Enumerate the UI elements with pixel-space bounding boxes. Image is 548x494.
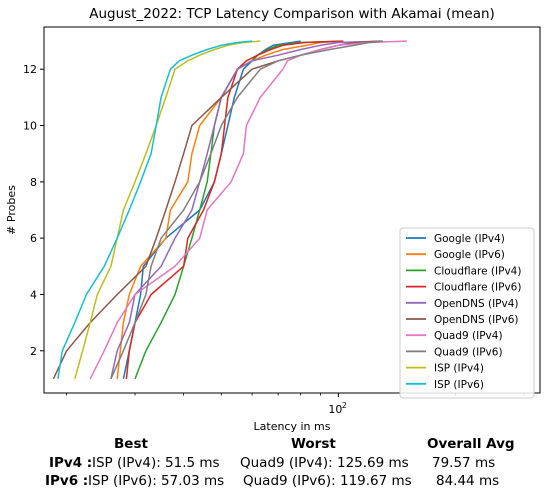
- avg-header: Overall Avg: [427, 436, 515, 452]
- ipv6-avg: 84.44 ms: [436, 473, 500, 489]
- legend-label-2: Cloudflare (IPv4): [434, 265, 521, 277]
- summary-table: Best Worst Overall Avg IPv4 : ISP (IPv4)…: [0, 432, 548, 494]
- legend-box: [399, 227, 535, 399]
- series-line-3: [125, 40, 344, 379]
- legend-label-6: Quad9 (IPv4): [434, 330, 503, 342]
- ipv6-row-label: IPv6 :: [45, 473, 89, 489]
- latency-chart: August_2022: TCP Latency Comparison with…: [5, 6, 541, 432]
- y-tick-label: 8: [30, 176, 37, 189]
- y-tick-label: 2: [30, 345, 37, 358]
- worst-header: Worst: [291, 436, 336, 452]
- legend-label-9: ISP (IPv6): [434, 379, 484, 391]
- ipv4-row-label: IPv4 :: [49, 455, 93, 471]
- series-line-1: [116, 40, 339, 379]
- series-line-7: [110, 40, 383, 380]
- ipv6-worst: Quad9 (IPv6): 119.67 ms: [243, 473, 412, 489]
- best-header: Best: [114, 436, 148, 452]
- chart-title: August_2022: TCP Latency Comparison with…: [89, 6, 495, 22]
- x-tick-label: 10: [328, 403, 342, 416]
- ipv6-best: ISP (IPv6): 57.03 ms: [88, 473, 225, 489]
- y-tick-label: 4: [30, 288, 37, 301]
- axes: [43, 26, 541, 394]
- y-tick-label: 10: [23, 120, 37, 133]
- series-line-4: [110, 40, 383, 380]
- x-axis-label: Latency in ms: [254, 420, 331, 432]
- legend-label-7: Quad9 (IPv6): [434, 346, 503, 358]
- legend-label-8: ISP (IPv4): [434, 363, 484, 375]
- legend-label-3: Cloudflare (IPv6): [434, 282, 521, 294]
- y-tick-label: 12: [23, 63, 37, 76]
- x-tick-label-exponent: 2: [342, 401, 347, 410]
- y-tick-label: 6: [30, 232, 37, 245]
- legend-label-5: OpenDNS (IPv6): [434, 314, 519, 326]
- ipv4-worst: Quad9 (IPv4): 125.69 ms: [240, 455, 409, 471]
- series-line-9: [57, 40, 253, 380]
- series-line-6: [89, 40, 407, 380]
- y-axis-label: # Probes: [5, 185, 18, 235]
- series-lines: [52, 40, 407, 380]
- ipv4-best: ISP (IPv4): 51.5 ms: [92, 455, 220, 471]
- series-line-5: [52, 40, 381, 380]
- series-line-0: [122, 40, 301, 380]
- plot-frame: [43, 26, 541, 394]
- series-line-2: [134, 40, 342, 380]
- legend-label-4: OpenDNS (IPv4): [434, 298, 519, 310]
- legend-label-0: Google (IPv4): [434, 233, 505, 245]
- legend-label-1: Google (IPv6): [434, 249, 505, 261]
- series-line-8: [74, 40, 261, 380]
- ipv4-avg: 79.57 ms: [432, 455, 496, 471]
- legend: Google (IPv4) Google (IPv6) Cloudflare (IP…: [399, 227, 535, 399]
